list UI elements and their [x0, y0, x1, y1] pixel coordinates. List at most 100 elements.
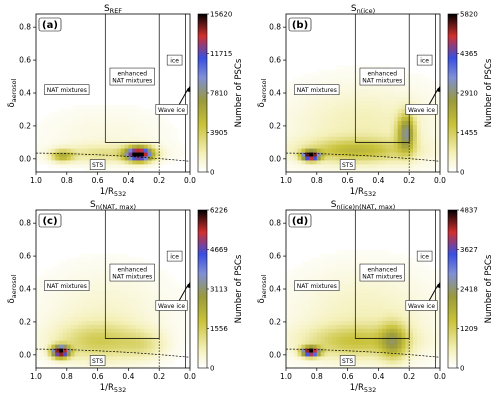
heatmap-cell [43, 328, 48, 333]
heatmap-cell [139, 261, 145, 266]
heatmap-cell [93, 352, 98, 357]
heatmap-cell [355, 168, 360, 173]
wave-ice-arrowhead [436, 85, 441, 93]
heatmap-cell [59, 312, 64, 317]
x-tick-label: 0.8 [61, 372, 73, 381]
heatmap-cell [339, 89, 345, 94]
heatmap-cell [286, 308, 291, 313]
heatmap-cell [428, 164, 433, 169]
heatmap-cell [47, 136, 52, 141]
heatmap-cell [374, 89, 379, 94]
heatmap-cell [393, 328, 398, 333]
heatmap-cell [420, 332, 425, 337]
heatmap-cell [378, 108, 383, 114]
heatmap-cell [293, 116, 298, 121]
heatmap-cell [301, 124, 306, 129]
heatmap-cell [432, 269, 437, 274]
heatmap-cell [347, 344, 352, 349]
heatmap-cell [359, 168, 364, 173]
heatmap-cell [82, 277, 87, 282]
heatmap-cell [109, 304, 114, 310]
heatmap-cell [320, 168, 325, 173]
heatmap-cell [59, 140, 64, 145]
heatmap-cell [355, 116, 360, 121]
heatmap-cell [86, 269, 91, 274]
heatmap-cell [363, 253, 368, 258]
heatmap-cell [316, 120, 321, 125]
heatmap-cell [286, 156, 291, 161]
heatmap-cell [143, 285, 148, 290]
heatmap-cell [155, 144, 160, 149]
heatmap-cell [124, 281, 129, 286]
heatmap-cell [397, 148, 402, 153]
heatmap-cell [393, 356, 398, 361]
heatmap-cell [109, 253, 114, 258]
heatmap-cell [82, 136, 87, 141]
heatmap-cell [347, 281, 352, 286]
heatmap-cell [182, 308, 187, 313]
heatmap-cell [370, 292, 375, 298]
heatmap-cell [420, 308, 425, 313]
heatmap-cell [70, 261, 75, 266]
heatmap-cell [309, 257, 314, 262]
heatmap-cell [132, 261, 137, 266]
heatmap-cell [105, 356, 110, 361]
heatmap-cell [113, 281, 118, 286]
heatmap-cell [128, 304, 133, 310]
heatmap-cell [339, 265, 345, 270]
heatmap-cell [59, 336, 64, 341]
heatmap-cell [113, 168, 118, 173]
heatmap-cell [74, 292, 79, 298]
heatmap-cell [174, 296, 179, 302]
heatmap-cell [339, 152, 345, 157]
region-box [405, 104, 438, 115]
heatmap-cell [378, 312, 383, 317]
heatmap-cell [428, 148, 433, 153]
heatmap-cell [328, 273, 333, 278]
heatmap-cell [55, 340, 60, 345]
heatmap-cell [51, 112, 56, 117]
heatmap-cell [386, 160, 391, 165]
heatmap-cell [401, 164, 406, 169]
heatmap-cell [74, 108, 79, 114]
heatmap-cell [113, 320, 118, 325]
heatmap-cell [316, 100, 321, 106]
heatmap-cell [78, 108, 83, 114]
heatmap-cell [409, 140, 414, 145]
heatmap-cell [436, 273, 441, 278]
sts-boundary [285, 152, 441, 162]
heatmap-cell [297, 156, 302, 161]
heatmap-cell [293, 168, 298, 173]
heatmap-cell [132, 132, 137, 137]
heatmap-cell [62, 289, 68, 294]
heatmap-cell [36, 124, 41, 129]
heatmap-cell [105, 136, 110, 141]
heatmap-cell [339, 336, 345, 341]
heatmap-cell [432, 120, 437, 125]
heatmap-cell [93, 265, 98, 270]
heatmap-cell [66, 265, 71, 270]
heatmap-cell [428, 356, 433, 361]
heatmap-cell [382, 120, 387, 125]
heatmap-cell [393, 292, 398, 298]
heatmap-cell [320, 148, 325, 153]
heatmap-cell [347, 292, 352, 298]
heatmap-cell [66, 289, 71, 294]
heatmap-cell [424, 296, 429, 302]
heatmap-cell [374, 296, 379, 302]
heatmap-cell [301, 336, 306, 341]
heatmap-cell [120, 332, 125, 337]
heatmap-cell [116, 340, 121, 345]
heatmap-cell [166, 340, 172, 345]
heatmap-cell [297, 348, 302, 353]
heatmap-cell [297, 328, 302, 333]
heatmap-cell [343, 100, 348, 106]
heatmap-cell [432, 100, 437, 106]
heatmap-cell [424, 281, 429, 286]
heatmap-cell [139, 168, 145, 173]
x-axis-label: 1/R532 [350, 383, 377, 394]
heatmap-cell [339, 340, 345, 345]
heatmap-cell [113, 344, 118, 349]
heatmap-cell [409, 136, 414, 141]
heatmap-cell [47, 269, 52, 274]
